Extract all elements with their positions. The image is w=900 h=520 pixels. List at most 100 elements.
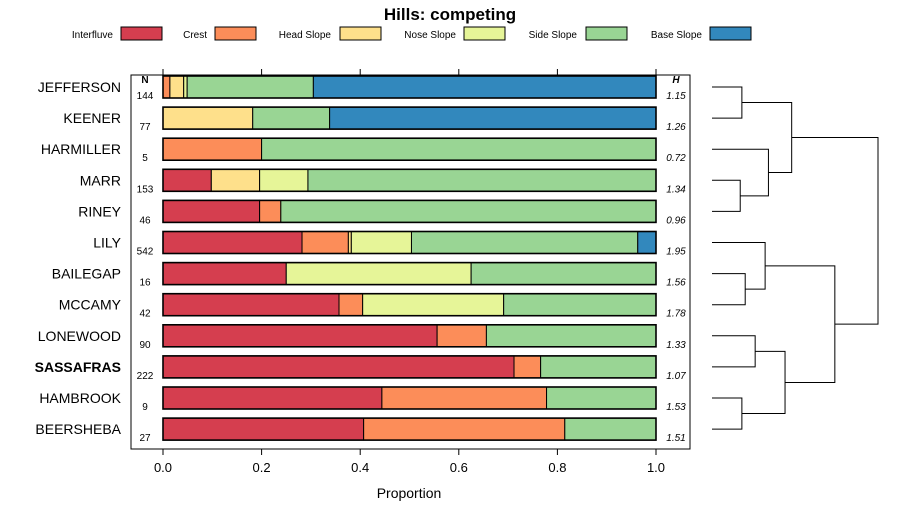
h-value: 1.51 (666, 433, 685, 444)
bar-segment (362, 293, 505, 317)
row-label: HARMILLER (41, 141, 121, 157)
bar-segment (280, 199, 657, 223)
bar-segment (162, 324, 438, 348)
bar-outline (162, 417, 657, 441)
bar-segment (162, 262, 287, 286)
bar-segment (285, 262, 472, 286)
bar-segment (259, 199, 282, 223)
bar-segment (162, 231, 303, 254)
n-value: 144 (137, 91, 154, 102)
bar-segment (259, 168, 309, 192)
row-label: BEERSHEBA (35, 421, 121, 437)
legend-label: Nose Slope (404, 30, 456, 41)
bar-segment (162, 137, 263, 161)
plot-frame (130, 74, 691, 450)
legend-label: Base Slope (651, 30, 703, 41)
legend-label: Crest (183, 30, 207, 41)
bar-segment (436, 324, 487, 348)
h-value: 1.53 (666, 402, 686, 413)
bar-outline (162, 355, 657, 379)
chart-title: Hills: competing (384, 5, 516, 24)
h-value: 1.95 (666, 247, 686, 258)
x-axis-label: Proportion (377, 485, 442, 501)
bar-outline (162, 106, 657, 130)
bar-segment (162, 106, 254, 130)
dendrogram-link (712, 335, 756, 368)
bar-segment (307, 168, 657, 192)
dendrogram (712, 86, 879, 430)
n-value: 5 (142, 153, 148, 164)
legend-label: Head Slope (279, 30, 332, 41)
bar-outline (162, 137, 657, 161)
x-axis: 0.0 0.2 0.4 0.6 0.8 1.0 (154, 69, 665, 475)
bar-segment (252, 106, 331, 130)
dendrogram-link (741, 350, 786, 415)
dendrogram-link (712, 179, 741, 212)
n-value: 77 (139, 122, 151, 133)
bar-segment (485, 324, 657, 348)
h-value: 1.56 (666, 278, 686, 289)
h-value: 1.78 (666, 309, 686, 320)
h-value: 1.33 (666, 340, 686, 351)
row-label: KEENER (63, 110, 121, 126)
dendrogram-link (712, 242, 766, 290)
bar-segment (183, 75, 188, 99)
dendrogram-link (791, 137, 879, 325)
bar-segment (312, 75, 657, 99)
x-tick-label: 1.0 (647, 460, 665, 475)
bar-outline (162, 292, 657, 317)
bar-outline (162, 323, 657, 348)
x-tick-label: 0.6 (450, 460, 468, 475)
x-tick-label: 0.0 (154, 460, 172, 475)
bar-segment (162, 75, 171, 99)
n-value: 46 (139, 215, 151, 226)
n-value: 90 (139, 340, 151, 351)
row-label: RINEY (78, 203, 121, 219)
h-value: 0.72 (666, 153, 686, 164)
bar-segment (162, 168, 212, 192)
row-label: BAILEGAP (52, 266, 121, 282)
h-value: 1.07 (666, 371, 686, 382)
x-tick-label: 0.4 (351, 460, 369, 475)
bar-segment (210, 168, 261, 192)
h-value: 1.15 (666, 91, 686, 102)
x-tick-label: 0.2 (253, 460, 271, 475)
bar-segment (470, 262, 657, 286)
bar-segment (546, 386, 657, 410)
row-label: MCCAMY (59, 297, 122, 313)
bar-outline (162, 168, 657, 193)
h-column-header: H (672, 75, 680, 86)
bar-segment (381, 386, 548, 410)
bar-outline (162, 261, 657, 286)
legend-swatch (214, 26, 257, 41)
n-value: 42 (139, 309, 151, 320)
bar-segment (162, 355, 515, 379)
legend-label: Interfluve (72, 30, 114, 41)
bar-segment (338, 293, 364, 317)
n-column-header: N (141, 75, 148, 86)
h-value: 1.26 (666, 122, 686, 133)
row-label: LILY (93, 235, 121, 251)
n-value: 222 (137, 371, 154, 382)
bar-segment (169, 75, 185, 99)
n-value: 9 (142, 402, 148, 413)
dendrogram-link (712, 397, 743, 430)
bar-segment (162, 417, 365, 441)
bar-segment (410, 231, 639, 254)
bar-segment (329, 106, 657, 130)
bar-segment (350, 231, 412, 254)
legend-swatch (120, 26, 163, 41)
legend-swatch (585, 26, 628, 41)
n-value: 16 (139, 278, 151, 289)
legend-label: Side Slope (529, 30, 578, 41)
h-value: 0.96 (666, 215, 686, 226)
dendrogram-link (741, 102, 793, 174)
bar-segment (637, 231, 657, 254)
n-value: 27 (139, 433, 151, 444)
bar-outline (162, 75, 657, 99)
dendrogram-link (765, 265, 836, 383)
bar-segment (564, 417, 657, 441)
legend-swatch (339, 26, 382, 41)
row-label: HAMBROOK (39, 390, 121, 406)
